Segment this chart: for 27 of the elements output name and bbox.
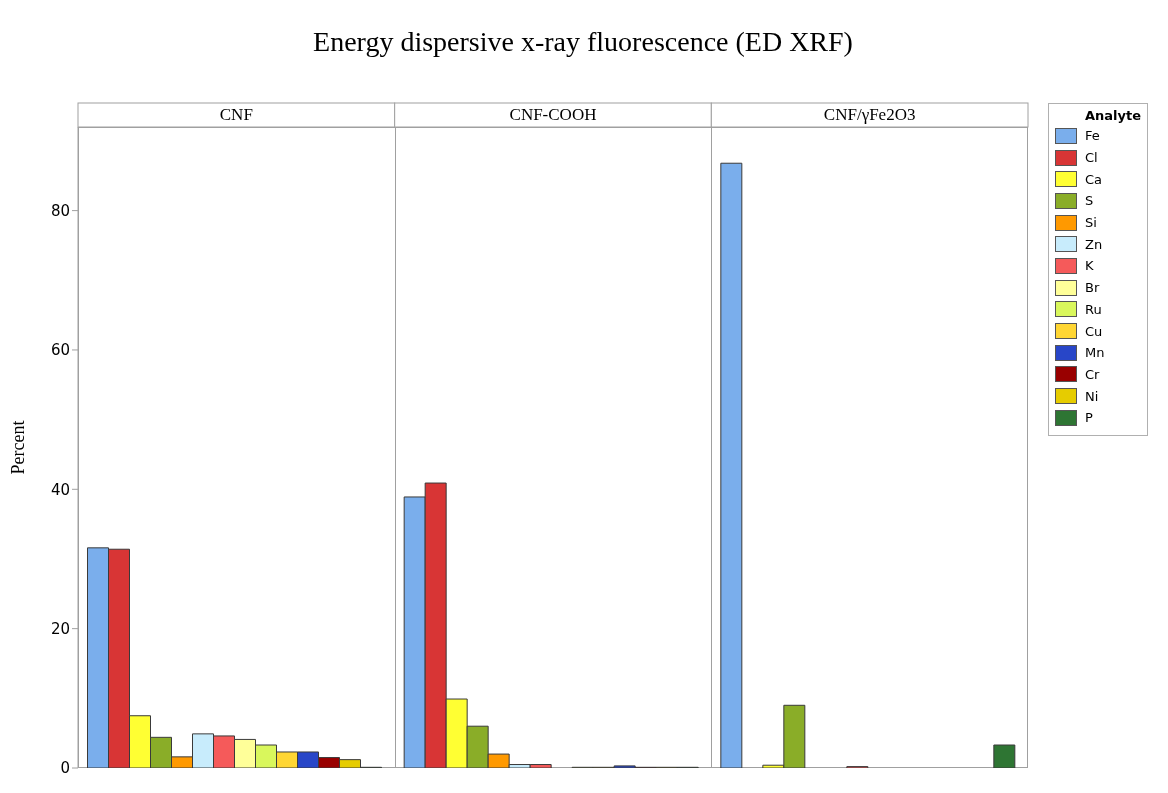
- legend-label: Cu: [1085, 323, 1103, 339]
- legend-label: S: [1085, 193, 1094, 209]
- legend-label: Br: [1085, 280, 1100, 296]
- legend-label: Cr: [1085, 366, 1100, 382]
- legend-label: K: [1085, 258, 1094, 274]
- legend-label: Si: [1085, 215, 1097, 231]
- y-tick-label: 0: [60, 759, 70, 778]
- legend-label: Ru: [1085, 301, 1102, 317]
- chart-title: Energy dispersive x-ray fluorescence (ED XRF): [312, 26, 854, 58]
- y-tick-label: 80: [50, 201, 70, 220]
- bar: [993, 744, 1016, 768]
- legend-label: Ca: [1085, 171, 1103, 187]
- y-axis-title: Percent: [8, 420, 29, 475]
- legend-label: Zn: [1085, 236, 1103, 252]
- legend-label: Ni: [1085, 388, 1099, 404]
- y-tick-label: 60: [50, 341, 70, 360]
- y-tick-label: 40: [50, 480, 70, 499]
- legend-label: Fe: [1085, 128, 1100, 144]
- legend-title: Analyte: [1083, 108, 1141, 123]
- legend-label: P: [1085, 410, 1093, 426]
- y-tick-label: 20: [50, 619, 70, 638]
- bar: [720, 162, 743, 768]
- x-tick-label: CNF-COOH: [509, 105, 597, 124]
- x-tick-label: CNF/γFe2O3: [823, 105, 916, 124]
- legend-label: Mn: [1085, 345, 1105, 361]
- legend-label: Cl: [1085, 150, 1098, 166]
- x-tick-label: CNF: [219, 105, 253, 124]
